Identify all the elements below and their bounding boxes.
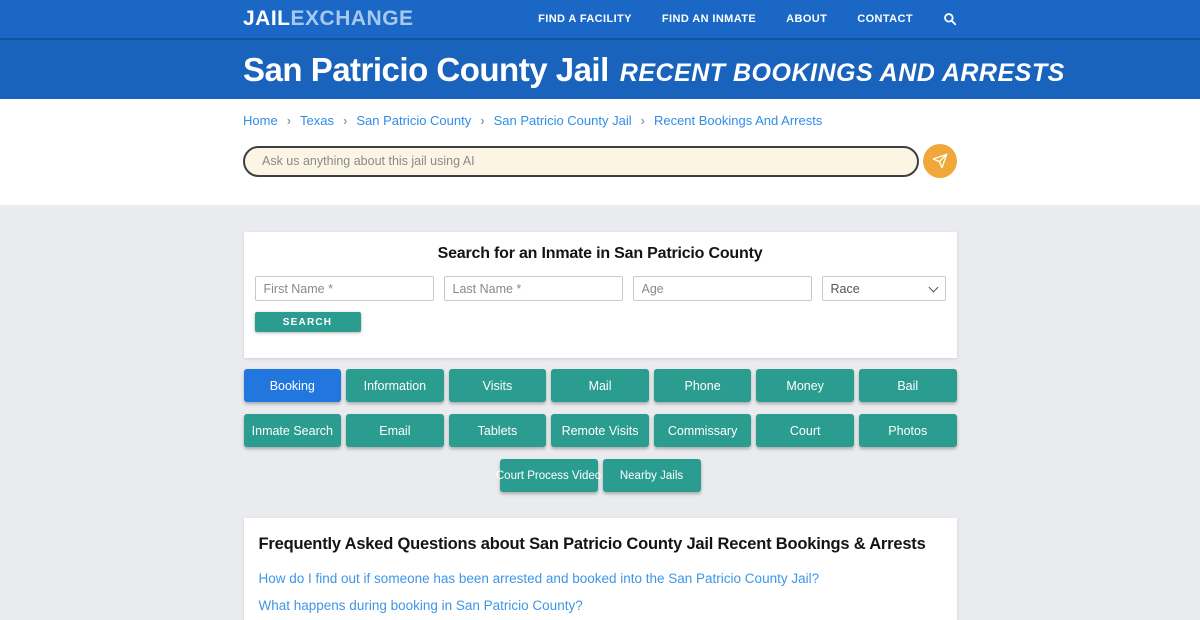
tab-commissary[interactable]: Commissary (653, 414, 752, 447)
breadcrumb: Home › Texas › San Patricio County › San… (243, 99, 1200, 128)
tab-bail[interactable]: Bail (858, 369, 957, 402)
logo-part-exchange: EXCHANGE (290, 7, 414, 30)
quick-links-row-1: Booking Information Visits Mail Phone Mo… (243, 369, 957, 402)
faq-question-arrested-booked[interactable]: How do I find out if someone has been ar… (258, 571, 820, 586)
tab-email[interactable]: Email (346, 414, 444, 447)
nav-about[interactable]: ABOUT (786, 13, 828, 25)
inmate-search-card: Search for an Inmate in San Patricio Cou… (243, 232, 957, 358)
tab-phone[interactable]: Phone (653, 369, 752, 402)
main-content: Search for an Inmate in San Patricio Cou… (0, 205, 1200, 620)
race-select-wrapper: Race (821, 276, 946, 301)
quick-links-row-3: Court Process Video Nearby Jails (244, 459, 957, 492)
page-subtitle: RECENT BOOKINGS AND ARRESTS (619, 58, 1065, 87)
faq-question-booking-process[interactable]: What happens during booking in San Patri… (258, 598, 583, 613)
nav-contact[interactable]: CONTACT (857, 13, 913, 25)
breadcrumb-texas[interactable]: Texas (300, 113, 334, 128)
send-button[interactable] (923, 144, 957, 178)
ai-search-bar (243, 144, 1200, 178)
chevron-right-icon: › (640, 113, 645, 128)
top-navigation-bar: JAILEXCHANGE FIND A FACILITY FIND AN INM… (0, 0, 1200, 38)
tab-court[interactable]: Court (756, 414, 854, 447)
chevron-right-icon: › (343, 113, 348, 128)
paper-plane-icon (932, 153, 948, 169)
tab-nearby-jails[interactable]: Nearby Jails (602, 459, 701, 492)
faq-card: Frequently Asked Questions about San Pat… (243, 518, 957, 620)
tab-photos[interactable]: Photos (858, 414, 957, 447)
search-button[interactable]: SEARCH (254, 312, 361, 332)
nav-find-a-facility[interactable]: FIND A FACILITY (538, 13, 632, 25)
jailexchange-logo[interactable]: JAILEXCHANGE (243, 7, 414, 31)
tab-court-process-video[interactable]: Court Process Video (496, 459, 601, 492)
tab-tablets[interactable]: Tablets (448, 414, 547, 447)
logo-part-jail: JAIL (243, 7, 291, 30)
tab-money[interactable]: Money (756, 369, 854, 402)
breadcrumb-jail[interactable]: San Patricio County Jail (493, 113, 632, 128)
breadcrumb-current-page[interactable]: Recent Bookings And Arrests (653, 113, 823, 128)
chevron-right-icon: › (286, 113, 292, 128)
nav-find-an-inmate[interactable]: FIND AN INMATE (661, 13, 757, 25)
tab-remote-visits[interactable]: Remote Visits (551, 414, 649, 447)
tab-information[interactable]: Information (346, 369, 444, 402)
race-select[interactable]: Race (821, 276, 946, 301)
tab-visits[interactable]: Visits (448, 369, 547, 402)
inmate-search-form: Race (254, 276, 946, 301)
quick-links-row-2: Inmate Search Email Tablets Remote Visit… (243, 414, 957, 447)
main-nav: FIND A FACILITY FIND AN INMATE ABOUT CON… (538, 12, 957, 26)
faq-title: Frequently Asked Questions about San Pat… (258, 535, 926, 553)
breadcrumb-county[interactable]: San Patricio County (356, 113, 472, 128)
first-name-field[interactable] (254, 276, 434, 301)
chevron-right-icon: › (480, 113, 485, 128)
last-name-field[interactable] (443, 276, 623, 301)
breadcrumb-home[interactable]: Home (243, 113, 278, 128)
tab-booking[interactable]: Booking (243, 369, 342, 402)
breadcrumb-search-section: Home › Texas › San Patricio County › San… (0, 99, 1200, 205)
tab-inmate-search[interactable]: Inmate Search (243, 414, 342, 447)
tab-mail[interactable]: Mail (551, 369, 649, 402)
inmate-search-title: Search for an Inmate in San Patricio Cou… (437, 245, 763, 262)
page-title-banner: San Patricio County Jail RECENT BOOKINGS… (0, 38, 1200, 99)
age-field[interactable] (632, 276, 812, 301)
quick-links-grid: Booking Information Visits Mail Phone Mo… (243, 369, 957, 492)
search-icon[interactable] (943, 12, 957, 26)
ai-question-input[interactable] (243, 145, 919, 177)
page-title: San Patricio County Jail (243, 50, 609, 88)
